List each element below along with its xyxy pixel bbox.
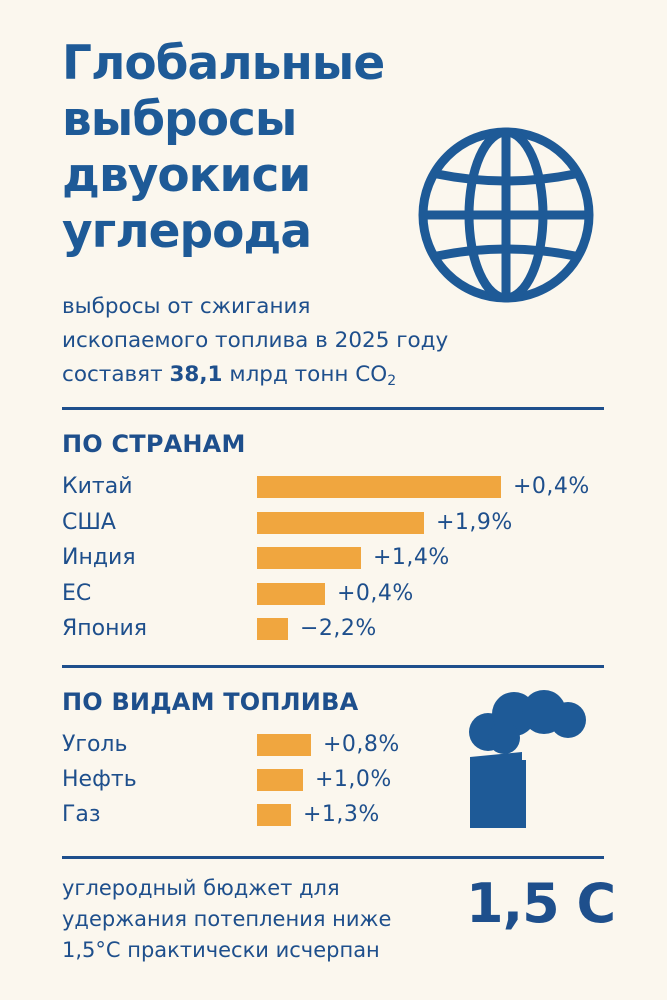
warming-limit-value: 1,5 C bbox=[466, 872, 616, 935]
title-line: выбросы bbox=[62, 92, 297, 147]
factory-smoke-icon bbox=[469, 690, 586, 828]
bar-category-label: Китай bbox=[62, 474, 133, 499]
title-line: двуокиси bbox=[62, 148, 311, 203]
bar-category-label: Япония bbox=[62, 616, 148, 641]
section-title-fuel: ПО ВИДАМ ТОПЛИВА bbox=[62, 688, 359, 716]
carbon-budget-note: углеродный бюджет для удержания потеплен… bbox=[62, 873, 442, 966]
bar bbox=[257, 547, 361, 569]
bar bbox=[257, 804, 291, 826]
bar-value-label: +0,4% bbox=[513, 474, 590, 499]
subtitle-unit: млрд тонн CO bbox=[222, 362, 388, 387]
subtitle-pre: составят bbox=[62, 362, 170, 387]
bar-value-label: +1,0% bbox=[315, 767, 392, 792]
bar-value-label: +1,3% bbox=[303, 802, 380, 827]
subtitle-value: 38,1 bbox=[169, 362, 223, 387]
page-title: Глобальные выбросы двуокиси углерода bbox=[62, 36, 422, 260]
globe-icon bbox=[418, 127, 594, 303]
bar-value-label: +1,4% bbox=[373, 545, 450, 570]
bar-category-label: ЕС bbox=[62, 580, 92, 606]
note-line: углеродный бюджет для bbox=[62, 876, 340, 900]
divider bbox=[62, 407, 604, 410]
bar-category-label: Уголь bbox=[62, 732, 128, 757]
subtitle-line: выбросы от сжигания bbox=[62, 294, 311, 319]
bar bbox=[257, 511, 424, 534]
bar-value-label: +1,9% bbox=[436, 509, 513, 535]
bar bbox=[257, 476, 501, 498]
title-line: углерода bbox=[62, 204, 312, 259]
bar-value-label: +0,8% bbox=[323, 732, 400, 757]
title-line: Глобальные bbox=[62, 36, 385, 91]
subtitle-line: составят 38,1 млрд тонн CO2 bbox=[62, 358, 542, 398]
bar-category-label: США bbox=[62, 509, 116, 535]
note-line: 1,5°C практически исчерпан bbox=[62, 938, 380, 962]
bar-value-label: +0,4% bbox=[337, 580, 414, 606]
section-title-countries: ПО СТРАНАМ bbox=[62, 430, 246, 458]
bar bbox=[257, 618, 288, 640]
bar bbox=[257, 582, 325, 605]
divider bbox=[62, 856, 604, 859]
bar-category-label: Газ bbox=[62, 802, 101, 827]
note-line: удержания потепления ниже bbox=[62, 907, 392, 931]
bar-value-label: −2,2% bbox=[300, 616, 377, 641]
bar bbox=[257, 769, 303, 791]
bar bbox=[257, 734, 311, 756]
bar-category-label: Индия bbox=[62, 545, 136, 570]
subtitle: выбросы от сжигания ископаемого топлива … bbox=[62, 290, 542, 398]
subtitle-subscript: 2 bbox=[387, 373, 397, 389]
divider bbox=[62, 665, 604, 668]
bar-category-label: Нефть bbox=[62, 767, 137, 792]
subtitle-line: ископаемого топлива в 2025 году bbox=[62, 328, 449, 353]
